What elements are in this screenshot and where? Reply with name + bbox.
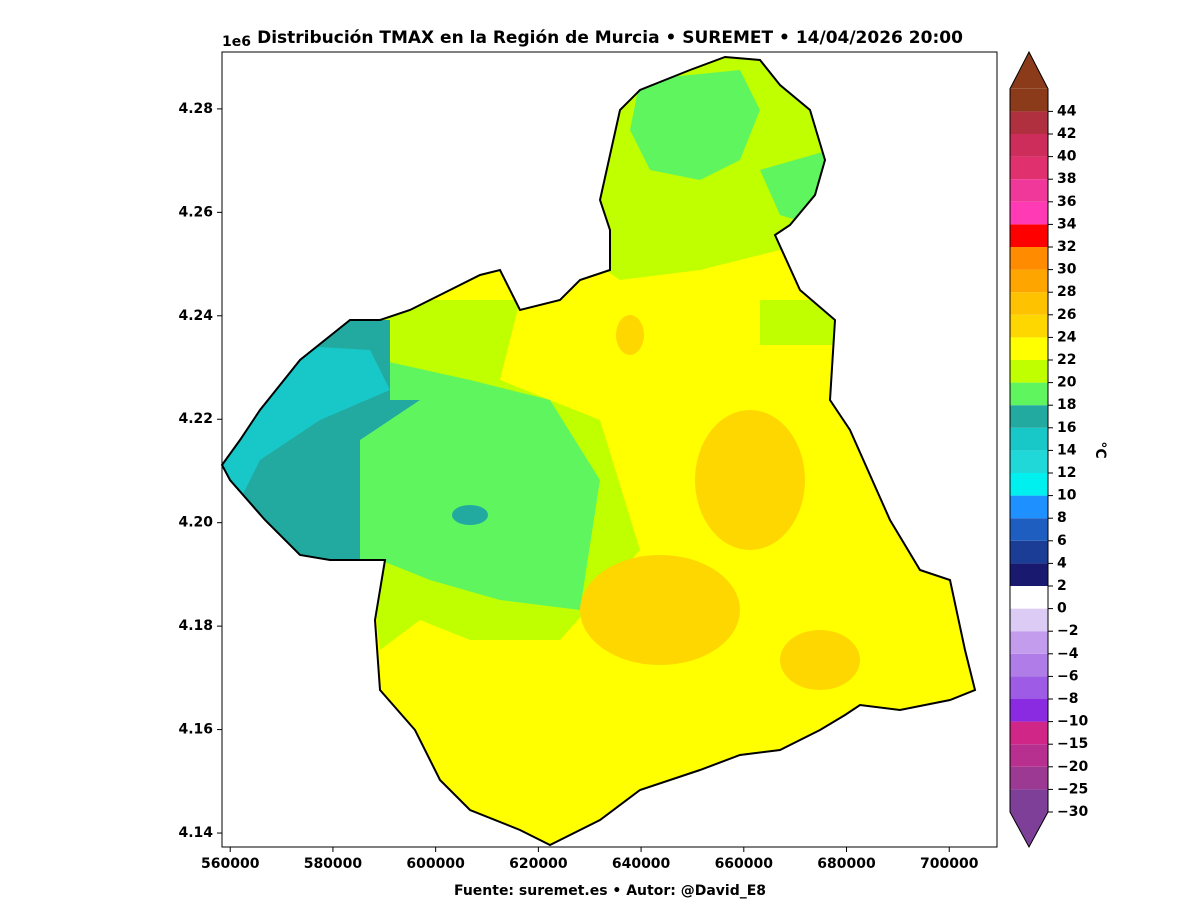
x-tick-label: 580000: [304, 856, 363, 872]
colorbar-band: [1010, 292, 1048, 315]
colorbar-band: [1010, 134, 1048, 157]
x-tick-label: 700000: [920, 856, 979, 872]
colorbar-label: °C: [1092, 441, 1108, 458]
colorbar-tick-label: −10: [1057, 714, 1088, 730]
colorbar-tick-label: 6: [1057, 533, 1067, 549]
colorbar-tick-label: −25: [1057, 781, 1088, 797]
colorbar-band: [1010, 405, 1048, 428]
colorbar-frame: [1009, 50, 1049, 849]
x-tick-label: 660000: [715, 856, 774, 872]
x-tick-label: 560000: [201, 856, 260, 872]
y-tick-label: 4.28: [178, 101, 213, 117]
colorbar-tick-label: −6: [1057, 668, 1078, 684]
colorbar-band: [1010, 247, 1048, 270]
colorbar-tick-label: −20: [1057, 759, 1088, 775]
colorbar-tick-label: 22: [1057, 352, 1076, 368]
colorbar-band: [1010, 495, 1048, 519]
x-tick-label: 640000: [612, 856, 671, 872]
colorbar-tick-label: 12: [1057, 465, 1076, 481]
colorbar-tick-label: 4: [1057, 555, 1067, 571]
map-field: [222, 57, 975, 845]
colorbar-tick-label: 36: [1057, 194, 1076, 210]
axes-frame: [221, 51, 998, 848]
title: Distribución TMAX en la Región de Murcia…: [257, 28, 963, 48]
colorbar-tick-label: 44: [1057, 103, 1077, 119]
colorbar-tick-label: 26: [1057, 307, 1076, 323]
y-tick-label: 4.24: [178, 308, 213, 324]
footer: Fuente: suremet.es • Autor: @David_E8: [454, 883, 766, 899]
x-tick-label: 620000: [509, 856, 568, 872]
colorbar-band: [1010, 360, 1048, 383]
colorbar-band: [1010, 676, 1048, 699]
y-tick-label: 4.22: [178, 411, 213, 427]
colorbar-band: [1010, 540, 1048, 564]
colorbar-band: [1010, 111, 1048, 134]
colorbar-tick-label: 16: [1057, 420, 1076, 436]
colorbar-tick-label: 10: [1057, 488, 1077, 504]
colorbar-band: [1010, 766, 1048, 790]
y-tick-label: 4.14: [178, 825, 213, 841]
colorbar-band: [1010, 789, 1048, 812]
colorbar-tick-label: 0: [1057, 601, 1067, 617]
colorbar-band: [1010, 179, 1048, 202]
colorbar-band: [1010, 586, 1048, 609]
colorbar-band: [1010, 156, 1048, 180]
colorbar-band: [1010, 744, 1048, 767]
x-tick-label: 680000: [817, 856, 876, 872]
colorbar-tick-label: −30: [1057, 804, 1088, 820]
colorbar-band: [1010, 224, 1048, 247]
colorbar-tick-label: 14: [1057, 442, 1077, 458]
colorbar-band: [1010, 721, 1048, 745]
colorbar-extend-under: [1010, 812, 1048, 847]
y-tick-label: 4.26: [178, 204, 213, 220]
colorbar-tick-label: 20: [1057, 375, 1077, 391]
colorbar-tick-label: 24: [1057, 329, 1077, 345]
colorbar-band: [1010, 699, 1048, 722]
colorbar-band: [1010, 563, 1048, 586]
colorbar-band: [1010, 314, 1048, 338]
colorbar-band: [1010, 473, 1048, 496]
colorbar-band: [1010, 201, 1048, 225]
colorbar-band: [1010, 608, 1048, 632]
colorbar-band: [1010, 337, 1048, 360]
colorbar-tick-label: 2: [1057, 578, 1067, 594]
colorbar-tick-label: 8: [1057, 510, 1067, 526]
colorbar-tick-label: −2: [1057, 623, 1078, 639]
colorbar-band: [1010, 518, 1048, 541]
colorbar-band: [1010, 382, 1048, 406]
colorbar-tick-label: 18: [1057, 397, 1076, 413]
colorbar-band: [1010, 653, 1048, 677]
colorbar-band: [1010, 631, 1048, 654]
y-tick-label: 4.16: [178, 722, 213, 738]
y-tick-label: 4.20: [178, 515, 213, 531]
colorbar-band: [1010, 88, 1048, 112]
colorbar-tick-label: 28: [1057, 284, 1076, 300]
colorbar-band: [1010, 427, 1048, 451]
colorbar-tick-label: 42: [1057, 126, 1076, 142]
y-tick-label: 4.18: [178, 618, 213, 634]
colorbar-extend-over: [1010, 52, 1048, 89]
colorbar-tick-label: −4: [1057, 646, 1079, 662]
offset-label: 1e6: [222, 34, 251, 50]
colorbar-tick-label: 38: [1057, 171, 1076, 187]
x-tick-label: 600000: [406, 856, 465, 872]
colorbar-band: [1010, 450, 1048, 473]
colorbar-tick-label: 34: [1057, 216, 1077, 232]
colorbar-tick-label: 32: [1057, 239, 1076, 255]
colorbar-tick-label: −8: [1057, 691, 1078, 707]
colorbar-band: [1010, 269, 1048, 293]
colorbar-tick-label: 40: [1057, 149, 1077, 165]
colorbar-tick-label: 30: [1057, 262, 1077, 278]
colorbar-tick-label: −15: [1057, 736, 1088, 752]
